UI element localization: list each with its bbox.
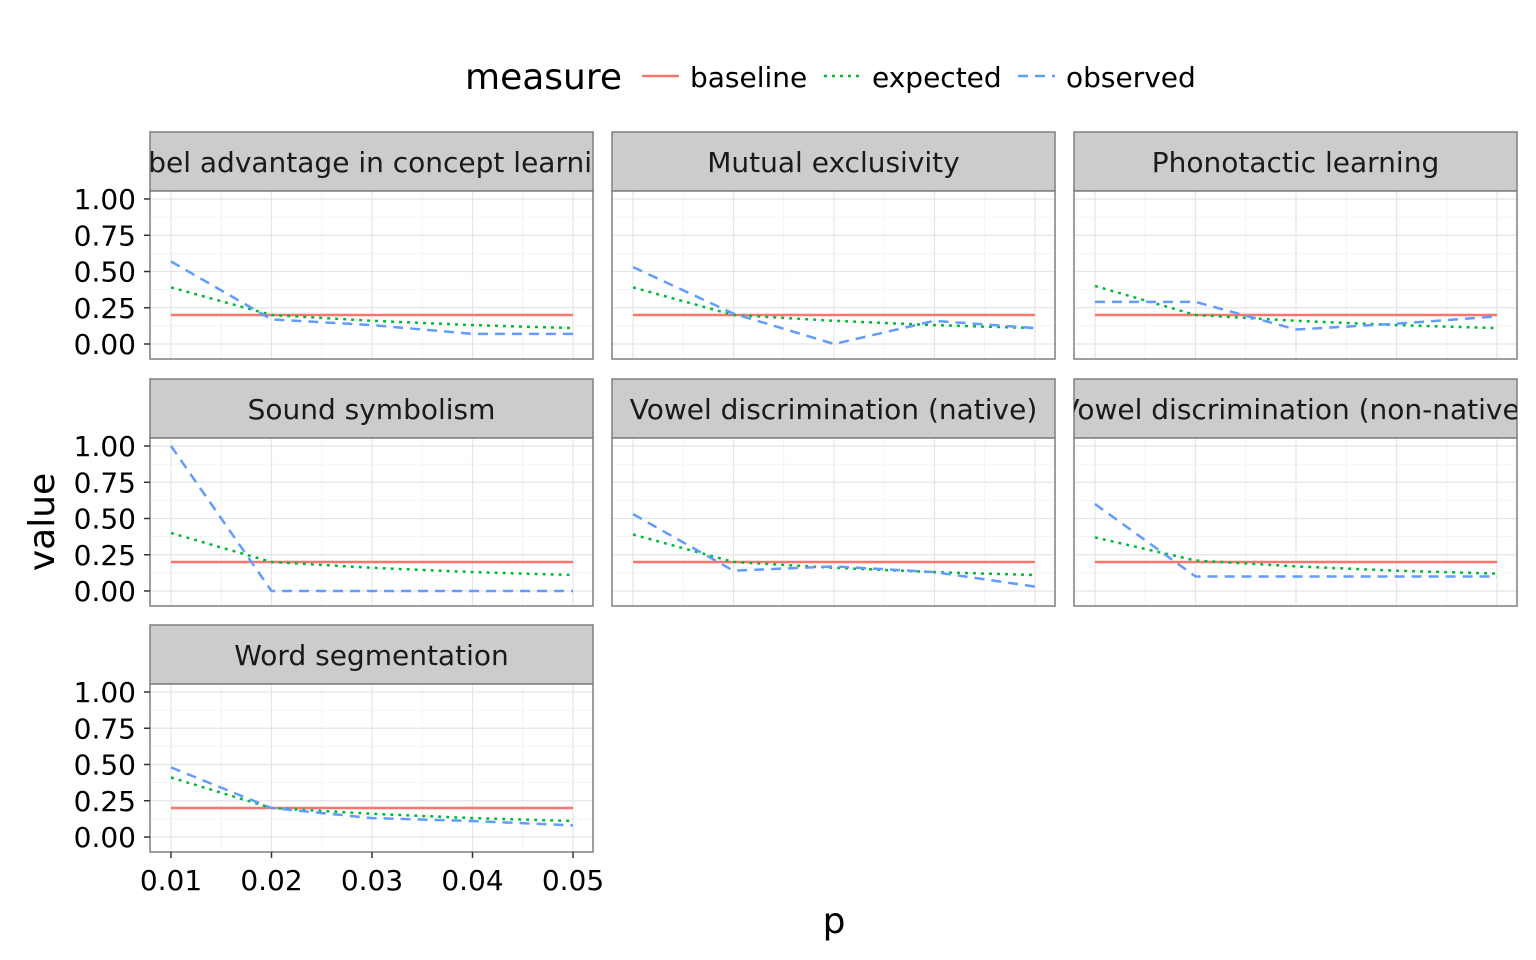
x-axis-title: p (823, 901, 846, 942)
series-line-observed (1094, 502, 1497, 578)
panel-4: Sound symbolism 0.000.250.50 0.751.00 (74, 378, 594, 608)
legend-label-observed: observed (1066, 61, 1196, 94)
legend-label-baseline: baseline (690, 61, 807, 94)
legend-title: measure (465, 57, 622, 98)
x-tick-label: 0.02 (240, 864, 302, 897)
series-line-observed (632, 513, 1036, 588)
panel-title: Word segmentation (234, 639, 508, 672)
panel-strip (1073, 131, 1518, 192)
x-tick-label: 0.03 (341, 864, 403, 897)
legend: measure baseline expected observed (465, 57, 1196, 98)
panel-2: Mutual exclusivity (611, 131, 1056, 360)
panel-border (149, 437, 594, 607)
panel-border (611, 437, 1056, 607)
panel-title: Label advantage in concept learning (115, 146, 627, 179)
y-tick-label: 0.50 (74, 256, 136, 289)
panel-title: Phonotactic learning (1152, 146, 1439, 179)
y-tick-label: 0.25 (74, 292, 136, 325)
y-tick-label: 1.00 (74, 183, 136, 216)
y-tick-label: 0.75 (74, 466, 136, 499)
legend-item-observed: observed (1018, 61, 1196, 94)
panel-border (1073, 190, 1518, 360)
series-line-observed (1095, 300, 1498, 331)
y-tick-label: 1.00 (74, 676, 136, 709)
panel-title: Vowel discrimination (native) (630, 393, 1038, 426)
y-tick-label: 0.00 (74, 821, 136, 854)
series-line-expected (632, 286, 1036, 330)
panel-3: Phonotactic learning (1073, 131, 1518, 360)
panel-border (149, 190, 594, 360)
panel-strip (1073, 378, 1518, 439)
series-line-observed (632, 265, 1036, 346)
y-tick-label: 0.75 (74, 219, 136, 252)
legend-label-expected: expected (872, 61, 1002, 94)
panel-5: Vowel discrimination (native) (611, 378, 1056, 607)
panel-strip (149, 131, 594, 192)
x-tick-label: 0.01 (140, 864, 202, 897)
panel-border (611, 190, 1056, 360)
y-tick-label: 0.50 (74, 749, 136, 782)
y-tick-label: 1.00 (74, 430, 136, 463)
y-tick-label: 0.00 (74, 575, 136, 608)
y-tick-label: 0.50 (74, 503, 136, 536)
legend-item-baseline: baseline (642, 61, 807, 94)
panel-title: Vowel discrimination (non-native) (1060, 393, 1530, 426)
panel-title: Mutual exclusivity (707, 146, 959, 179)
x-tick-label: 0.04 (441, 864, 503, 897)
series-line-observed (170, 766, 574, 827)
series-line-expected (1094, 536, 1498, 575)
y-tick-label: 0.00 (74, 328, 136, 361)
series-line-observed (169, 445, 573, 593)
y-tick-label: 0.75 (74, 712, 136, 745)
panel-strip (611, 131, 1056, 192)
panel-7: Word segmentation 0.000.250.50 0.751.00 0.0… (74, 624, 604, 897)
series-line-observed (170, 260, 573, 336)
y-axis-title: value (22, 473, 63, 571)
panel-1: Label advantage in concept learning0.000… (74, 131, 627, 361)
panel-strip (149, 624, 594, 685)
x-tick-label: 0.05 (542, 864, 604, 897)
y-tick-label: 0.25 (74, 785, 136, 818)
series-line-expected (632, 533, 1036, 577)
legend-item-expected: expected (824, 61, 1002, 94)
panel-title: Sound symbolism (248, 393, 496, 426)
series-line-expected (170, 286, 574, 330)
panel-6: Vowel discrimination (non-native) (1060, 378, 1530, 607)
y-tick-label: 0.25 (74, 539, 136, 572)
panel-strip (149, 378, 594, 439)
panel-border (1073, 437, 1518, 607)
